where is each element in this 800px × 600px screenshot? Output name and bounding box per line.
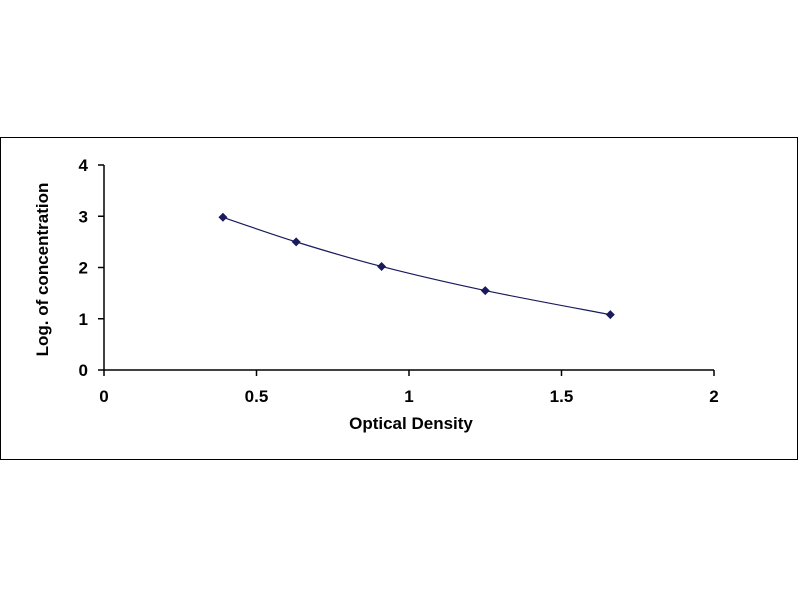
y-axis-title: Log. of concentration: [33, 183, 52, 357]
data-point-diamond: [480, 286, 490, 296]
data-point-diamond: [218, 212, 228, 222]
y-axis-ticks: 0 1 2 3 4: [79, 156, 104, 380]
x-tick-label: 1.5: [550, 387, 574, 406]
fit-curve: [222, 216, 611, 316]
y-tick-label: 1: [79, 310, 88, 329]
x-tick-label: 0.5: [245, 387, 269, 406]
chart-frame: [0, 137, 798, 460]
data-point-diamond: [291, 237, 301, 247]
axes: [103, 165, 714, 371]
x-tick-label: 2: [709, 387, 718, 406]
x-axis-title: Optical Density: [349, 414, 473, 433]
y-tick-label: 0: [79, 361, 88, 380]
x-axis-ticks: 0 0.5 1 1.5 2: [99, 370, 719, 406]
y-tick-label: 4: [79, 156, 89, 175]
x-tick-label: 0: [99, 387, 108, 406]
x-tick-label: 1: [404, 387, 413, 406]
y-tick-label: 2: [79, 259, 88, 278]
data-points: [218, 212, 615, 320]
data-point-diamond: [377, 261, 387, 271]
data-point-diamond: [605, 310, 615, 320]
y-tick-label: 3: [79, 207, 88, 226]
